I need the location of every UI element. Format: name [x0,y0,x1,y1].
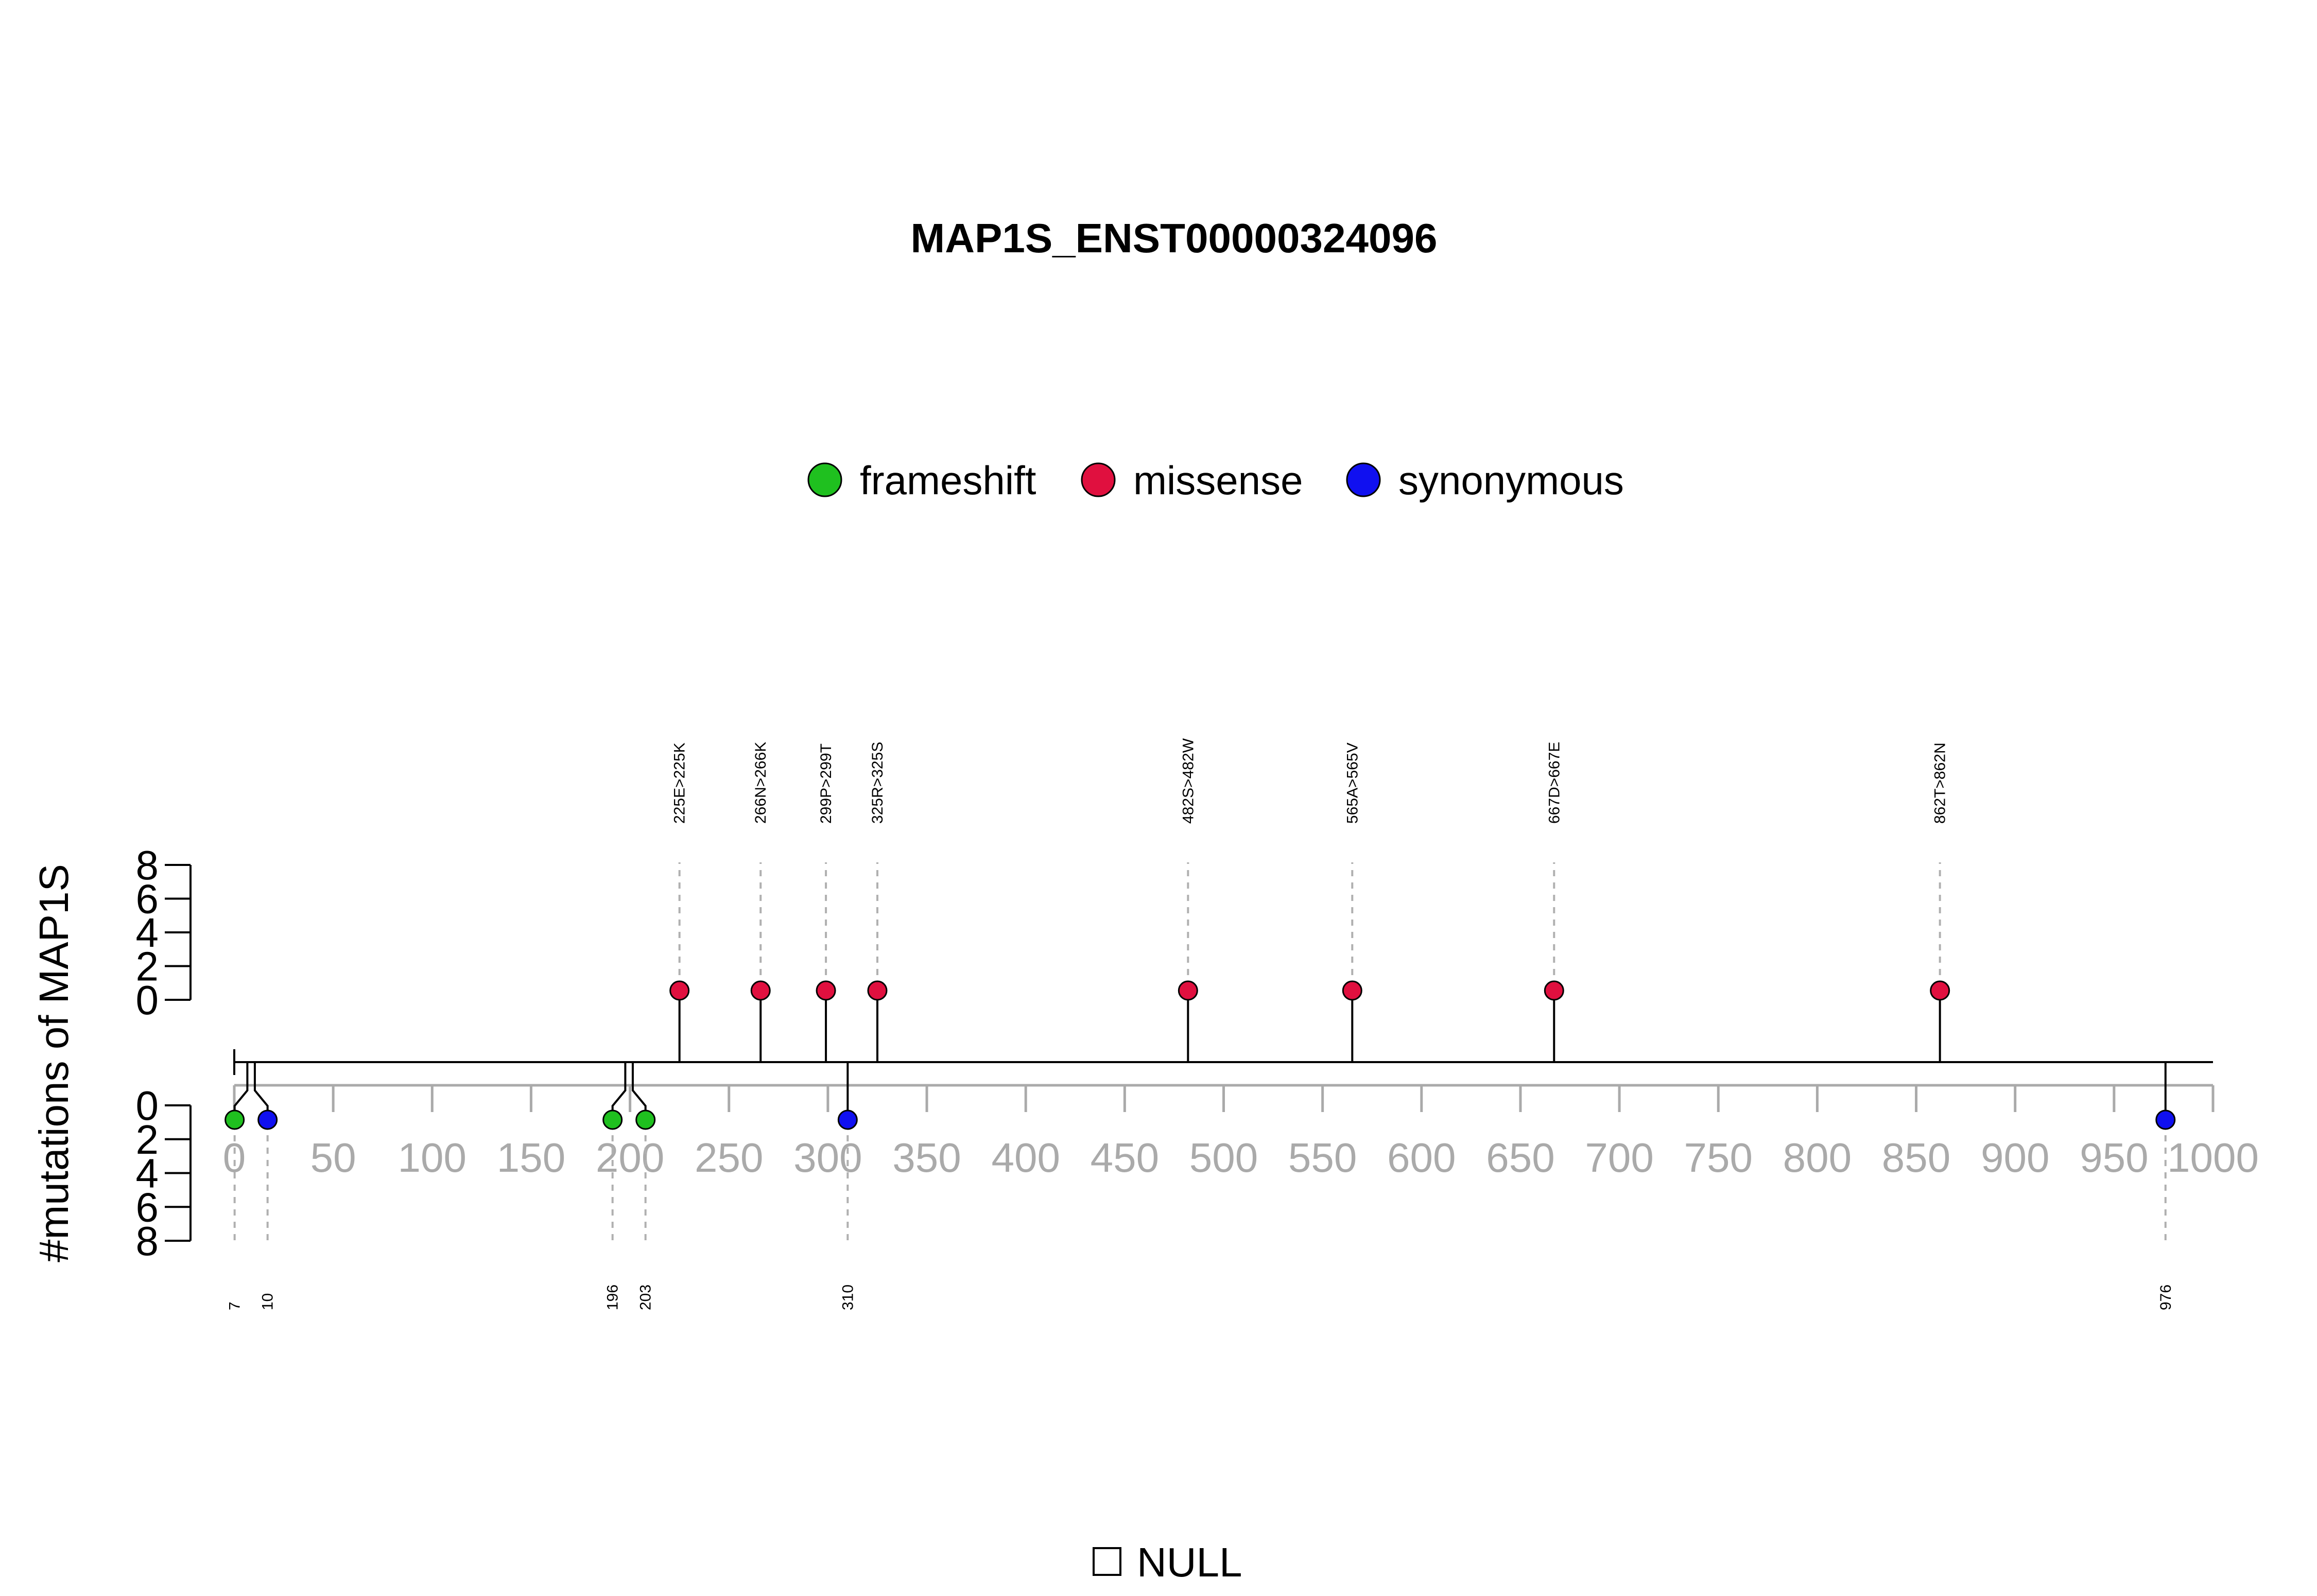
x-tick-label: 450 [1091,1135,1159,1181]
x-tick-label: 550 [1288,1135,1357,1181]
legend-marker-missense [1081,462,1116,497]
lower-y-tick-label: 6 [136,1184,159,1230]
x-tick-label: 750 [1684,1135,1753,1181]
x-tick-label: 250 [695,1135,763,1181]
mutation-label: 196 [604,1285,621,1310]
x-tick-label: 300 [793,1135,862,1181]
mutation-label: 976 [2157,1285,2174,1310]
x-tick-label: 150 [497,1135,565,1181]
chart-title: MAP1S_ENST00000324096 [911,215,1438,261]
legend-marker-synonymous [1346,462,1381,497]
mutation-label: 203 [637,1285,654,1310]
mutation-label: 310 [839,1285,856,1310]
legend-label-missense: missense [1133,458,1303,503]
upper-y-tick-label: 2 [136,944,159,990]
lower-mutations: 7 10 196 203 310 976 [224,1062,2176,1310]
x-tick-label: 1000 [2167,1135,2259,1181]
lower-y-tick-label: 0 [136,1083,159,1129]
legend-label-frameshift: frameshift [860,458,1036,503]
x-tick-label: 200 [596,1135,664,1181]
protein-backbone [233,1049,2213,1075]
upper-y-tick-label: 6 [136,876,159,922]
mutation-label: 565A>565V [1344,742,1361,824]
mutation-marker [1342,980,1362,1001]
x-tick-label: 850 [1882,1135,1950,1181]
legend-marker-frameshift [807,462,842,497]
x-tick-label: 350 [892,1135,961,1181]
mutation-label: 266N>266K [752,742,769,824]
mutation-marker [867,980,888,1001]
upper-y-tick-label: 0 [136,977,159,1023]
upper-y-tick-label: 8 [136,842,159,888]
x-tick-label: 800 [1783,1135,1852,1181]
mutation-label: 325R>325S [869,742,886,824]
mutation-label: 667D>667E [1546,742,1563,824]
mutation-label: 10 [260,1293,276,1310]
mutation-marker [816,980,836,1001]
mutation-label: 7 [227,1302,244,1310]
mutation-marker [635,1109,656,1130]
upper-mutations: 225E>225K 266N>266K 299P>299T 325R>325S 482S… [669,738,1950,1062]
lower-y-tick-label: 8 [136,1218,159,1264]
mutation-label: 482S>482W [1180,738,1197,824]
mutation-marker [257,1109,278,1130]
x-tick-label: 950 [2080,1135,2148,1181]
mutation-marker [602,1109,623,1130]
legend: frameshift missense synonymous [807,458,1624,503]
x-tick-label: 700 [1585,1135,1653,1181]
domain-legend: NULL [1093,1539,1242,1585]
lower-y-tick-label: 2 [136,1117,159,1163]
lower-y-tick-label: 4 [136,1151,159,1196]
x-tick-label: 50 [310,1135,356,1181]
x-tick-label: 500 [1189,1135,1258,1181]
legend-label-synonymous: synonymous [1398,458,1624,503]
mutation-marker [837,1109,858,1130]
x-tick-label: 650 [1486,1135,1554,1181]
x-tick-label: 100 [398,1135,466,1181]
x-tick-label: 600 [1387,1135,1456,1181]
domain-legend-label: NULL [1137,1539,1242,1585]
mutation-marker [669,980,690,1001]
x-tick-label: 900 [1981,1135,2049,1181]
x-tick-label: 400 [991,1135,1060,1181]
mutation-marker [1930,980,1950,1001]
mutation-label: 862T>862N [1932,742,1949,824]
mutation-marker [1544,980,1564,1001]
y-axis-label: #mutations of MAP1S [31,864,77,1262]
mutation-marker [2155,1109,2176,1130]
mutation-label: 225E>225K [671,742,688,824]
mutation-label: 299P>299T [818,743,835,824]
mutation-marker [224,1109,245,1130]
upper-y-tick-label: 4 [136,910,159,956]
x-axis: 0 50 100 150 200 250 300 350 400 450 500 550 600 650 7… [223,1084,2259,1181]
domain-legend-box [1093,1547,1121,1576]
mutation-marker [1178,980,1198,1001]
mutation-marker [750,980,771,1001]
